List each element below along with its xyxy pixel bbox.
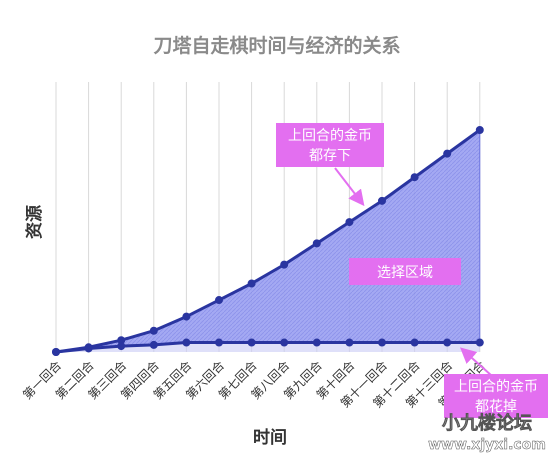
callout-saved-line1: 上回合的金币: [288, 128, 372, 144]
point-saved: [117, 336, 126, 345]
callout-saved: 上回合的金币 都存下: [276, 123, 384, 207]
point-saved: [247, 279, 256, 288]
point-saved: [475, 126, 484, 134]
point-saved: [410, 173, 419, 182]
point-spent: [149, 340, 158, 349]
chart-title: 刀塔自走棋时间与经济的关系: [153, 34, 400, 57]
point-saved: [182, 312, 191, 321]
callout-spent-arrow: [460, 347, 493, 377]
point-saved: [312, 239, 321, 248]
watermark: 小九楼论坛 www.xjyxi.com: [428, 412, 546, 454]
callout-region-box: [349, 258, 461, 285]
callout-region-label: 选择区域: [377, 265, 433, 281]
callout-saved-arrow: [334, 167, 365, 207]
series-lines: [55, 128, 481, 354]
point-saved: [149, 326, 158, 335]
point-spent: [475, 338, 484, 347]
series-line-spent: [55, 341, 480, 354]
data-points: [52, 126, 484, 356]
point-saved: [280, 260, 289, 269]
point-spent: [84, 344, 93, 353]
selection-area: [56, 130, 480, 352]
point-spent: [410, 338, 419, 347]
point-spent: [52, 348, 60, 356]
callout-spent-box: [444, 374, 548, 418]
point-spent: [312, 338, 321, 347]
point-saved: [215, 296, 223, 305]
point-spent: [215, 338, 223, 347]
plot-areas: [56, 130, 480, 352]
callout-spent-line2: 都花掉: [475, 399, 517, 415]
series-line-saved: [55, 128, 481, 354]
point-saved: [378, 196, 386, 205]
point-spent: [117, 342, 126, 351]
callout-saved-line2: 都存下: [309, 148, 351, 164]
y-axis-title: 资源: [24, 205, 45, 239]
watermark-line1: 小九楼论坛: [442, 412, 532, 434]
point-spent: [345, 338, 354, 347]
callout-saved-box: [276, 123, 384, 167]
callout-spent: 上回合的金币 都花掉: [444, 347, 548, 418]
watermark-line2: www.xjyxi.com: [428, 437, 546, 453]
point-saved: [443, 149, 452, 158]
x-tick-labels: 第一回合第二回合第三回合第四回合第五回合第六回合第七回合第八回合第九回合第十回合…: [20, 358, 488, 411]
point-spent: [182, 338, 191, 347]
point-spent: [280, 338, 289, 347]
point-spent: [378, 338, 386, 347]
point-spent: [443, 338, 452, 347]
callout-region: 选择区域: [349, 258, 461, 285]
x-axis-title: 时间: [253, 427, 287, 448]
point-saved: [345, 218, 354, 227]
callout-spent-line1: 上回合的金币: [454, 379, 538, 395]
point-spent: [247, 338, 256, 347]
